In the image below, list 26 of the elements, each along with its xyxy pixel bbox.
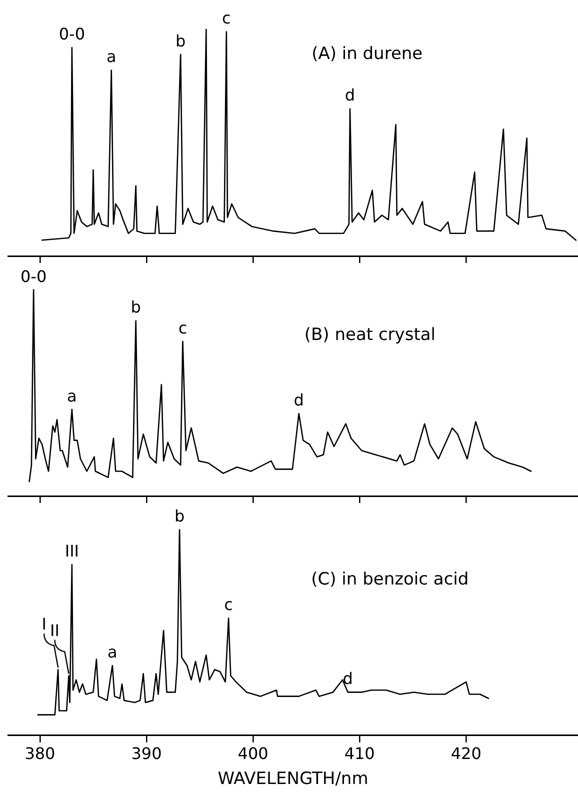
x-tick-label: 390 [131, 744, 162, 764]
annotation: a [106, 47, 116, 66]
annotation: d [294, 390, 304, 410]
text: (B) neat crystal [304, 324, 436, 345]
annotation: II [50, 620, 60, 640]
annotation: c [224, 595, 233, 614]
x-tick-label: 380 [24, 744, 56, 764]
text: (A) in durene [312, 44, 423, 64]
annotation: III [64, 542, 80, 561]
annotation: 0-0 [20, 266, 47, 286]
text: (C) in benzoic acid [311, 569, 469, 590]
annotation: b [130, 298, 141, 317]
annotation: c [178, 318, 188, 338]
x-tick-label: 400 [238, 744, 268, 764]
annotation: I [42, 614, 46, 634]
annotation: b [176, 31, 186, 50]
annotation: d [344, 86, 356, 105]
annotation: 0-0 [58, 24, 85, 44]
x-axis-title: WAVELENGTH/nm [218, 769, 368, 790]
x-tick-label: 420 [450, 744, 482, 764]
annotation: a [67, 386, 77, 406]
annotation: c [222, 8, 231, 28]
annotation: d [342, 669, 353, 688]
annotation: a [108, 642, 118, 662]
x-tick-label: 410 [344, 744, 375, 764]
annotation: b [174, 506, 185, 526]
